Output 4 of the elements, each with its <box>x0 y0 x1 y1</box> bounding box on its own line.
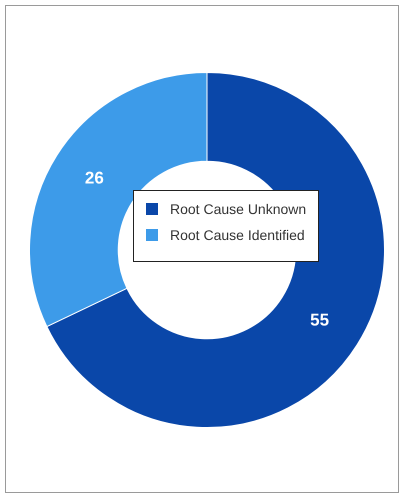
legend-label: Root Cause Unknown <box>170 201 306 217</box>
data-label: 26 <box>84 168 104 188</box>
legend-label: Root Cause Identified <box>170 227 305 243</box>
data-label: 55 <box>310 310 330 330</box>
